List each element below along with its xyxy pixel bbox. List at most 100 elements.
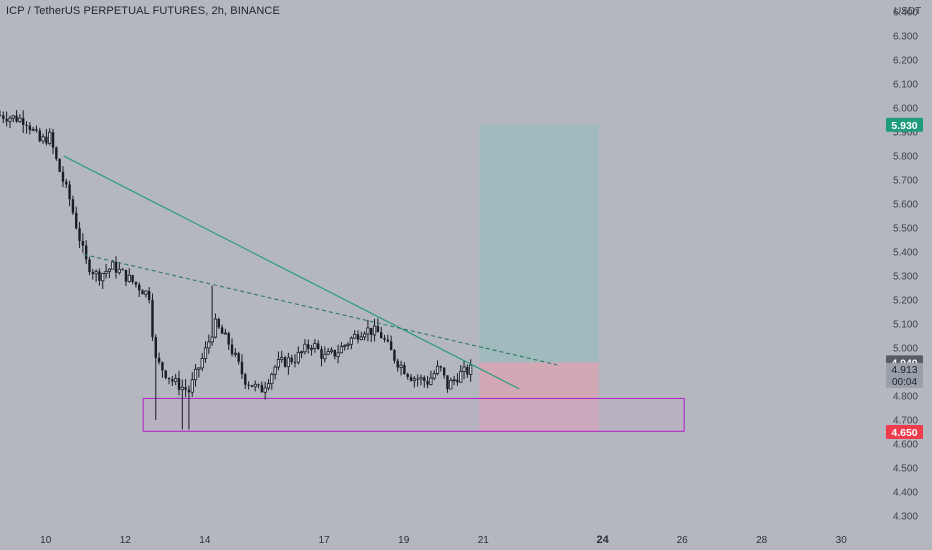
- candle: [336, 344, 340, 364]
- candle-body-up: [343, 345, 347, 348]
- x-tick-label: 12: [120, 535, 132, 546]
- candle: [263, 381, 267, 400]
- x-tick-label: 30: [836, 535, 848, 546]
- candle: [273, 365, 277, 380]
- candle-body-up: [8, 117, 12, 122]
- candle-body-down: [38, 130, 41, 142]
- candle-body-up: [193, 368, 198, 381]
- candle-body-down: [164, 370, 167, 378]
- candle-body-down: [220, 327, 224, 334]
- candle: [293, 354, 297, 368]
- candle-body-up: [452, 379, 456, 382]
- candle: [359, 331, 363, 341]
- candle-body-down: [307, 344, 310, 349]
- x-tick-label: 14: [199, 535, 211, 546]
- candle: [459, 365, 463, 383]
- candle-body-down: [240, 361, 244, 375]
- candle: [8, 115, 12, 129]
- candle-body-down: [81, 240, 85, 246]
- candle: [0, 110, 2, 117]
- candle: [343, 344, 347, 351]
- candle-body-down: [317, 343, 320, 350]
- y-tick-label: 6.000: [893, 104, 918, 115]
- candle-body-down: [167, 377, 171, 380]
- candle-body-down: [134, 281, 138, 285]
- candle: [353, 330, 357, 339]
- candle: [419, 374, 423, 386]
- candle-body-up: [363, 333, 367, 338]
- candle-body-up: [296, 351, 300, 363]
- candle-body-down: [260, 384, 264, 393]
- candle: [2, 111, 5, 124]
- candle: [220, 324, 224, 334]
- candle: [174, 373, 178, 386]
- y-tick-label: 5.300: [893, 272, 918, 283]
- candle-body-down: [393, 350, 396, 361]
- y-axis-unit-label: USDT: [894, 6, 921, 17]
- candle: [240, 354, 244, 379]
- candle-body-up: [117, 268, 121, 274]
- y-tick-label: 4.500: [893, 464, 918, 475]
- candle: [98, 268, 101, 286]
- candle-body-up: [353, 333, 357, 339]
- bar-countdown-text: 00:04: [892, 377, 917, 388]
- candle-body-up: [11, 115, 15, 119]
- candle: [164, 369, 167, 380]
- candle-body-up: [213, 318, 218, 338]
- candle: [124, 269, 128, 287]
- candle: [141, 289, 144, 295]
- y-tick-label: 4.800: [893, 392, 918, 403]
- candle-body-up: [180, 386, 184, 391]
- candle-body-up: [210, 336, 214, 343]
- candle: [339, 342, 344, 354]
- candle-body-up: [263, 387, 267, 393]
- candle: [134, 281, 138, 288]
- candle-body-up: [429, 377, 433, 385]
- candle-body-up: [144, 290, 148, 295]
- candle-body-down: [409, 376, 413, 381]
- candle-body-down: [187, 389, 191, 393]
- candle: [144, 290, 148, 298]
- candle-body-up: [233, 352, 237, 355]
- candle-body-down: [376, 326, 380, 333]
- stop-price-badge-text: 4.650: [891, 427, 917, 439]
- support-zone-box: [142, 397, 685, 432]
- candle-body-down: [423, 377, 426, 382]
- candle: [303, 339, 307, 355]
- candle-body-down: [157, 357, 161, 363]
- candle-body-up: [336, 352, 340, 357]
- candle-body-up: [366, 327, 370, 335]
- candle: [406, 372, 409, 380]
- y-tick-label: 5.600: [893, 200, 918, 211]
- candle: [469, 359, 473, 382]
- candle-body-down: [466, 366, 469, 375]
- candle-body-up: [469, 364, 473, 375]
- candle: [266, 379, 271, 391]
- candle: [356, 330, 360, 344]
- candle: [22, 110, 25, 134]
- descending-trendline: [63, 155, 520, 390]
- candle-body-down: [98, 271, 101, 281]
- candle: [320, 345, 323, 367]
- stop-price-badge: 4.650: [886, 425, 923, 439]
- candle: [131, 274, 134, 285]
- candle-body-down: [383, 338, 386, 340]
- candle: [363, 331, 367, 341]
- y-tick-label: 4.700: [893, 416, 918, 427]
- candle: [346, 342, 350, 350]
- candle: [38, 127, 41, 143]
- candle: [28, 122, 32, 135]
- candle: [15, 110, 18, 123]
- candle: [379, 326, 383, 339]
- candle: [94, 269, 98, 282]
- candle: [409, 374, 413, 382]
- y-tick-label: 5.800: [893, 152, 918, 163]
- candle: [326, 347, 330, 356]
- candle: [230, 338, 234, 357]
- x-tick-label: 10: [40, 535, 52, 546]
- candle-body-down: [61, 171, 65, 182]
- candle: [55, 146, 58, 161]
- candle: [435, 360, 440, 376]
- y-tick-label: 5.900: [893, 128, 918, 139]
